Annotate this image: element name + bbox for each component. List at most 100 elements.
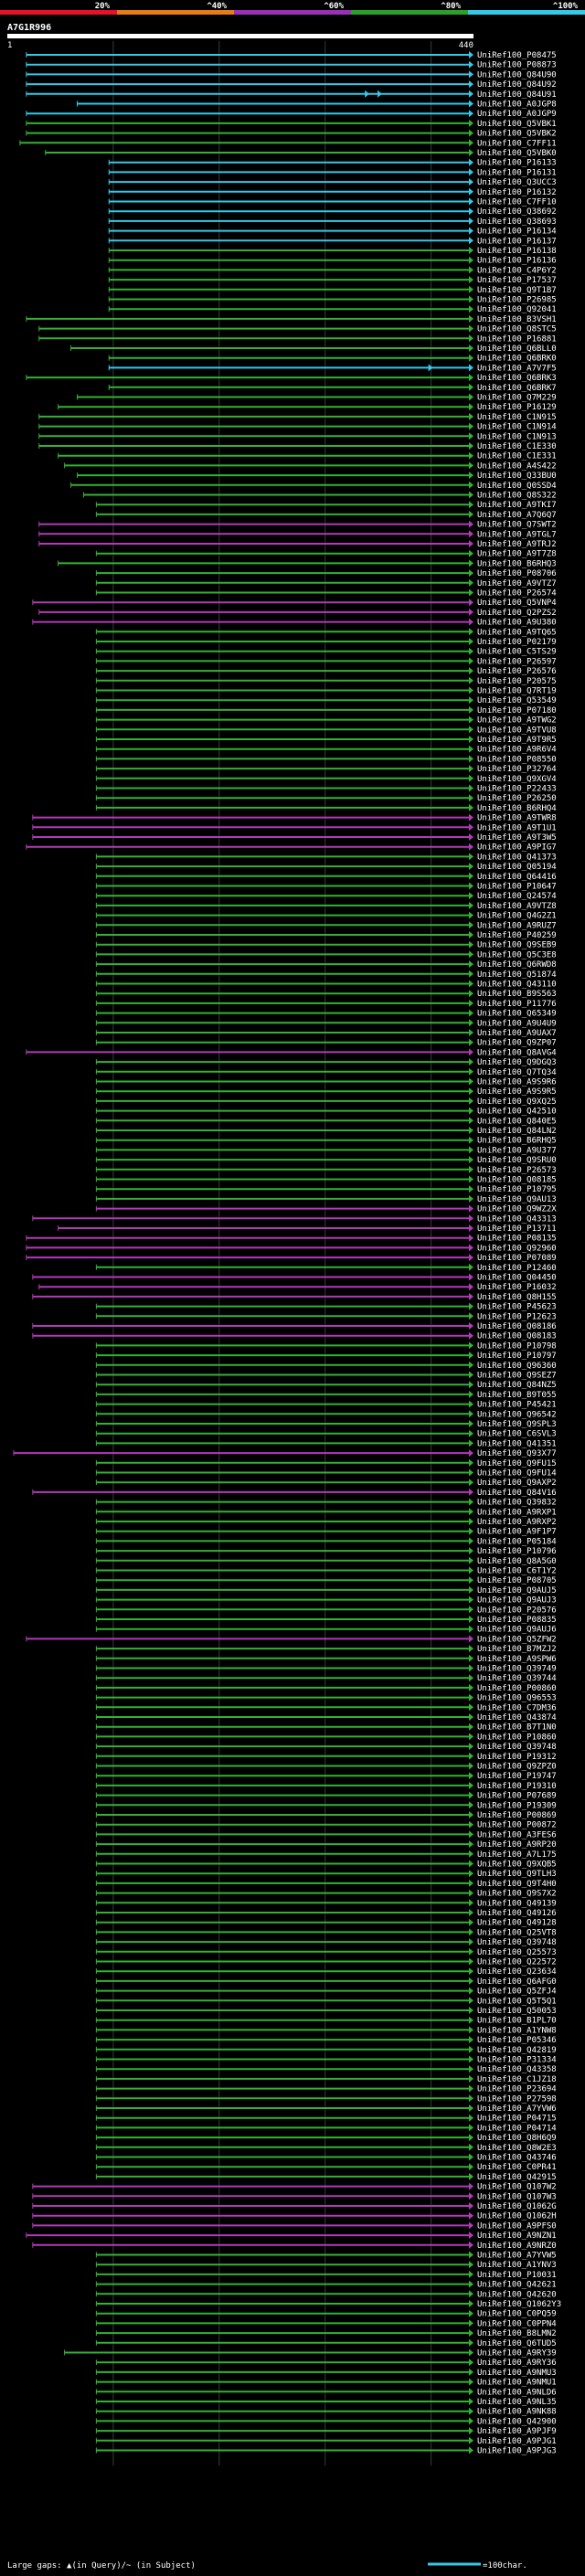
hit-label[interactable]: UniRef100_Q9AUJ6 [477, 1626, 557, 1635]
hit-label[interactable]: UniRef100_Q9XGV4 [477, 775, 557, 784]
hit-label[interactable]: UniRef100_P08873 [477, 61, 557, 70]
hit-label[interactable]: UniRef100_Q2PZS2 [477, 609, 557, 618]
hit-label[interactable]: UniRef100_Q5C3E8 [477, 950, 557, 959]
hit-label[interactable]: UniRef100_A9S9R6 [477, 1078, 557, 1087]
hit-label[interactable]: UniRef100_A9PJG3 [477, 2447, 557, 2456]
hit-label[interactable]: UniRef100_P07089 [477, 1254, 557, 1263]
hit-label[interactable]: UniRef100_P40259 [477, 931, 557, 940]
hit-label[interactable]: UniRef100_A9PJG1 [477, 2437, 557, 2446]
hit-label[interactable]: UniRef100_Q6AFG0 [477, 1977, 557, 1987]
hit-label[interactable]: UniRef100_C5TS29 [477, 648, 557, 657]
hit-label[interactable]: UniRef100_P20576 [477, 1606, 557, 1615]
hit-label[interactable]: UniRef100_Q64416 [477, 873, 557, 882]
hit-label[interactable]: UniRef100_P08835 [477, 1616, 557, 1625]
hit-label[interactable]: UniRef100_Q5VBK2 [477, 130, 557, 139]
hit-label[interactable]: UniRef100_A9TKI7 [477, 501, 557, 510]
hit-label[interactable]: UniRef100_Q840E5 [477, 1117, 557, 1126]
hit-label[interactable]: UniRef100_C1JZ18 [477, 2075, 557, 2084]
hit-label[interactable]: UniRef100_A9UAX7 [477, 1029, 557, 1038]
hit-label[interactable]: UniRef100_P05184 [477, 1537, 557, 1546]
hit-label[interactable]: UniRef100_P16132 [477, 188, 557, 197]
hit-label[interactable]: UniRef100_P20575 [477, 677, 557, 686]
hit-label[interactable]: UniRef100_A3FES6 [477, 1830, 557, 1839]
hit-label[interactable]: UniRef100_P17537 [477, 276, 557, 285]
hit-label[interactable]: UniRef100_P19310 [477, 1782, 557, 1791]
hit-label[interactable]: UniRef100_Q05194 [477, 863, 557, 872]
hit-label[interactable]: UniRef100_A1YNV3 [477, 2261, 557, 2270]
hit-label[interactable]: UniRef100_Q8AVG4 [477, 1048, 557, 1057]
hit-label[interactable]: UniRef100_Q65349 [477, 1010, 557, 1019]
hit-label[interactable]: UniRef100_Q7M229 [477, 394, 557, 403]
hit-label[interactable]: UniRef100_P26597 [477, 657, 557, 666]
hit-label[interactable]: UniRef100_A9NMU1 [477, 2379, 557, 2388]
hit-label[interactable]: UniRef100_A9NZN1 [477, 2231, 557, 2241]
hit-label[interactable]: UniRef100_Q08185 [477, 1176, 557, 1185]
hit-label[interactable]: UniRef100_Q9SEB9 [477, 941, 557, 950]
hit-label[interactable]: UniRef100_Q6BRK7 [477, 384, 557, 393]
hit-label[interactable]: UniRef100_A7L175 [477, 1850, 557, 1860]
hit-label[interactable]: UniRef100_Q8H6Q9 [477, 2134, 557, 2143]
hit-label[interactable]: UniRef100_Q7SWT2 [477, 521, 557, 530]
hit-label[interactable]: UniRef100_Q9AXP2 [477, 1479, 557, 1488]
hit-label[interactable]: UniRef100_A9TQ65 [477, 628, 557, 637]
hit-label[interactable]: UniRef100_Q9WZ2X [477, 1205, 557, 1214]
hit-label[interactable]: UniRef100_Q9XQ25 [477, 1097, 557, 1107]
hit-label[interactable]: UniRef100_P16129 [477, 403, 557, 412]
hit-label[interactable]: UniRef100_A9NL35 [477, 2398, 557, 2407]
hit-label[interactable]: UniRef100_Q39832 [477, 1499, 557, 1508]
hit-label[interactable]: UniRef100_Q23634 [477, 1967, 557, 1977]
hit-label[interactable]: UniRef100_Q1062G [477, 2202, 557, 2211]
hit-label[interactable]: UniRef100_A9PJF9 [477, 2427, 557, 2436]
hit-label[interactable]: UniRef100_Q9AU13 [477, 1195, 557, 1204]
hit-label[interactable]: UniRef100_P05346 [477, 2036, 557, 2045]
hit-label[interactable]: UniRef100_Q9SRU0 [477, 1156, 557, 1165]
hit-label[interactable]: UniRef100_Q84U92 [477, 80, 557, 90]
hit-label[interactable]: UniRef100_P19312 [477, 1753, 557, 1762]
hit-label[interactable]: UniRef100_Q0SSD4 [477, 482, 557, 491]
hit-label[interactable]: UniRef100_Q43358 [477, 2065, 557, 2074]
hit-label[interactable]: UniRef100_A9TRJ2 [477, 540, 557, 549]
hit-label[interactable]: UniRef100_P04714 [477, 2124, 557, 2133]
hit-label[interactable]: UniRef100_Q9FU15 [477, 1459, 557, 1468]
hit-label[interactable]: UniRef100_P08135 [477, 1235, 557, 1244]
hit-label[interactable]: UniRef100_Q49128 [477, 1919, 557, 1928]
hit-label[interactable]: UniRef100_Q39749 [477, 1665, 557, 1674]
hit-label[interactable]: UniRef100_C7DM36 [477, 1703, 557, 1712]
hit-label[interactable]: UniRef100_A9PIG7 [477, 843, 557, 853]
hit-label[interactable]: UniRef100_Q9ZPZ0 [477, 1763, 557, 1772]
hit-label[interactable]: UniRef100_P07689 [477, 1792, 557, 1801]
hit-label[interactable]: UniRef100_Q96542 [477, 1410, 557, 1419]
hit-label[interactable]: UniRef100_P26985 [477, 296, 557, 305]
hit-label[interactable]: UniRef100_B6RHQ4 [477, 804, 557, 813]
hit-label[interactable]: UniRef100_Q25573 [477, 1948, 557, 1957]
hit-label[interactable]: UniRef100_Q92960 [477, 1244, 557, 1253]
hit-label[interactable]: UniRef100_C1N914 [477, 423, 557, 432]
hit-label[interactable]: UniRef100_P26250 [477, 794, 557, 803]
hit-label[interactable]: UniRef100_P16137 [477, 237, 557, 246]
hit-label[interactable]: UniRef100_B7MZJ2 [477, 1645, 557, 1654]
hit-label[interactable]: UniRef100_P11776 [477, 1000, 557, 1009]
hit-label[interactable]: UniRef100_C7FF11 [477, 139, 557, 148]
hit-label[interactable]: UniRef100_P19309 [477, 1801, 557, 1810]
hit-label[interactable]: UniRef100_A9U4U9 [477, 1019, 557, 1028]
hit-label[interactable]: UniRef100_A9RUZ7 [477, 921, 557, 930]
hit-label[interactable]: UniRef100_Q08183 [477, 1332, 557, 1341]
hit-label[interactable]: UniRef100_Q9DGQ3 [477, 1058, 557, 1067]
hit-label[interactable]: UniRef100_A9T3W5 [477, 833, 557, 843]
hit-label[interactable]: UniRef100_Q42900 [477, 2417, 557, 2426]
hit-label[interactable]: UniRef100_C6T1Y2 [477, 1567, 557, 1576]
hit-label[interactable]: UniRef100_A9RXP2 [477, 1518, 557, 1527]
hit-label[interactable]: UniRef100_A9SPW6 [477, 1655, 557, 1664]
hit-label[interactable]: UniRef100_B3VSH1 [477, 315, 557, 324]
hit-label[interactable]: UniRef100_A9F1P7 [477, 1528, 557, 1537]
hit-label[interactable]: UniRef100_A7V7F5 [477, 364, 557, 373]
hit-label[interactable]: UniRef100_P10798 [477, 1341, 557, 1351]
hit-label[interactable]: UniRef100_Q9T4H0 [477, 1880, 557, 1889]
hit-label[interactable]: UniRef100_A7YVW5 [477, 2252, 557, 2261]
hit-label[interactable]: UniRef100_Q41351 [477, 1439, 557, 1448]
hit-label[interactable]: UniRef100_Q24574 [477, 892, 557, 901]
hit-label[interactable]: UniRef100_Q39748 [477, 1938, 557, 1947]
hit-label[interactable]: UniRef100_Q84LN2 [477, 1127, 557, 1136]
hit-label[interactable]: UniRef100_P10031 [477, 2271, 557, 2280]
hit-label[interactable]: UniRef100_Q6BLL0 [477, 345, 557, 354]
